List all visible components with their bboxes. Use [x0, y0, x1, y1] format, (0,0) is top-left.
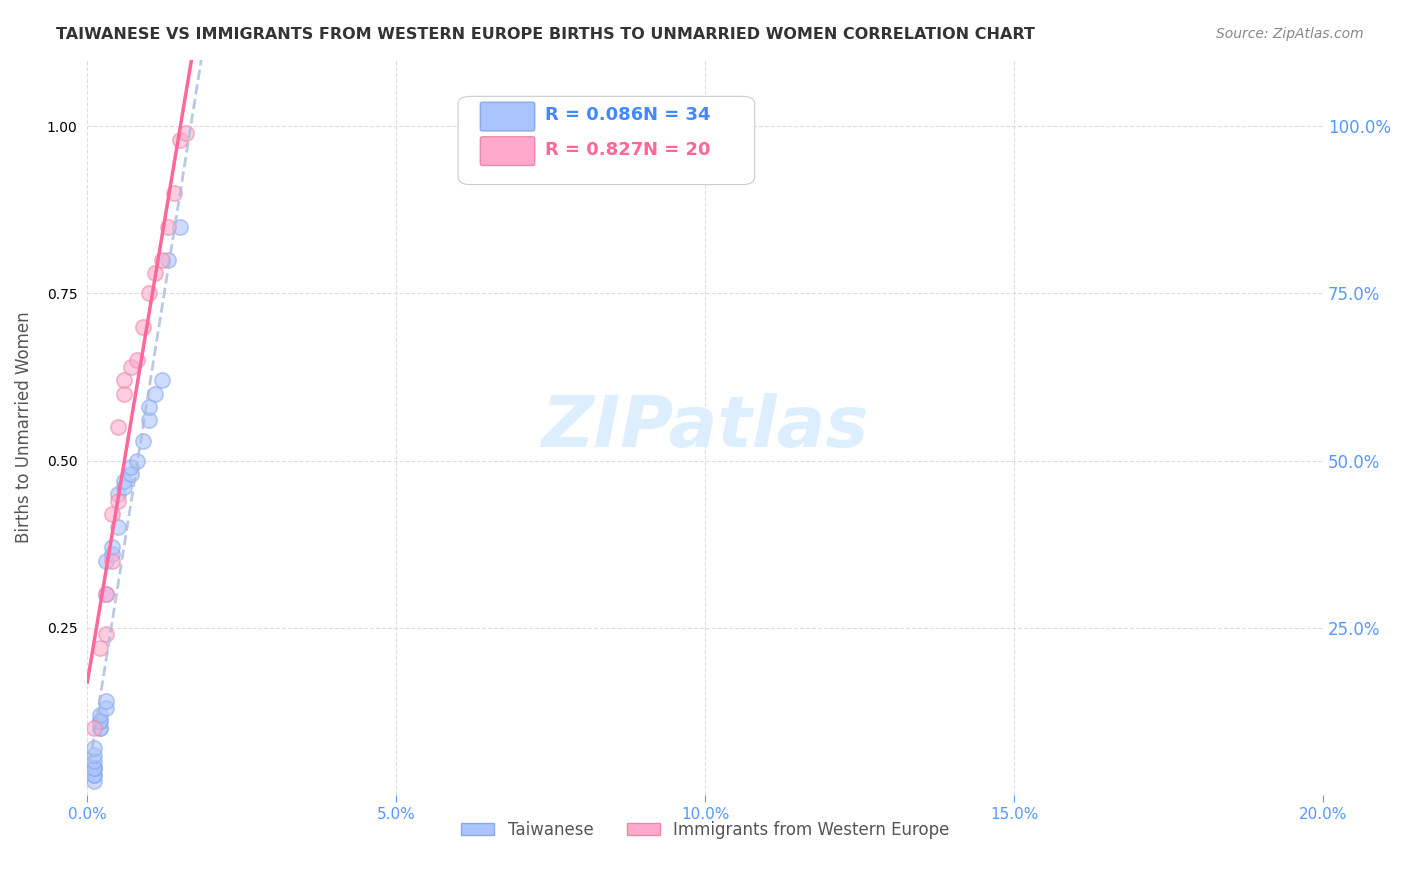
Point	[83, 721, 105, 735]
Point	[94, 701, 117, 715]
Point	[132, 319, 155, 334]
Point	[101, 541, 124, 555]
Point	[143, 386, 166, 401]
Point	[89, 707, 111, 722]
Point	[107, 493, 129, 508]
Point	[125, 353, 148, 368]
Point	[83, 740, 105, 755]
Point	[94, 694, 117, 708]
FancyBboxPatch shape	[481, 103, 534, 131]
Point	[169, 219, 191, 234]
FancyBboxPatch shape	[481, 136, 534, 165]
Point	[114, 480, 136, 494]
Y-axis label: Births to Unmarried Women: Births to Unmarried Women	[15, 311, 32, 543]
Point	[120, 359, 142, 374]
Point	[163, 186, 186, 201]
Point	[83, 747, 105, 762]
Point	[101, 507, 124, 521]
Point	[169, 133, 191, 147]
Point	[120, 460, 142, 475]
Point	[107, 487, 129, 501]
Text: R = 0.827: R = 0.827	[544, 141, 643, 159]
Point	[89, 721, 111, 735]
Text: R = 0.086: R = 0.086	[544, 106, 643, 125]
Point	[138, 286, 160, 301]
Point	[150, 373, 173, 387]
Point	[83, 767, 105, 781]
Point	[94, 554, 117, 568]
Point	[114, 474, 136, 488]
Text: N = 34: N = 34	[644, 106, 711, 125]
Point	[107, 520, 129, 534]
Point	[101, 547, 124, 561]
Text: N = 20: N = 20	[644, 141, 711, 159]
Point	[83, 761, 105, 775]
Point	[94, 627, 117, 641]
Text: ZIPatlas: ZIPatlas	[541, 392, 869, 462]
Point	[107, 420, 129, 434]
Point	[101, 554, 124, 568]
Point	[156, 219, 179, 234]
Point	[114, 386, 136, 401]
Point	[83, 761, 105, 775]
Point	[150, 253, 173, 268]
Point	[174, 126, 197, 140]
Legend: Taiwanese, Immigrants from Western Europe: Taiwanese, Immigrants from Western Europ…	[454, 814, 956, 846]
Point	[89, 721, 111, 735]
Point	[83, 754, 105, 768]
Text: TAIWANESE VS IMMIGRANTS FROM WESTERN EUROPE BIRTHS TO UNMARRIED WOMEN CORRELATIO: TAIWANESE VS IMMIGRANTS FROM WESTERN EUR…	[56, 27, 1035, 42]
Point	[94, 587, 117, 601]
Point	[132, 434, 155, 448]
Point	[83, 767, 105, 781]
Point	[83, 761, 105, 775]
Point	[89, 714, 111, 729]
Point	[125, 453, 148, 467]
Text: Source: ZipAtlas.com: Source: ZipAtlas.com	[1216, 27, 1364, 41]
Point	[138, 413, 160, 427]
Point	[143, 267, 166, 281]
Point	[94, 587, 117, 601]
Point	[138, 400, 160, 414]
Point	[156, 253, 179, 268]
Point	[114, 373, 136, 387]
Point	[83, 774, 105, 789]
Point	[89, 714, 111, 729]
Point	[89, 640, 111, 655]
Point	[120, 467, 142, 481]
FancyBboxPatch shape	[458, 96, 755, 185]
